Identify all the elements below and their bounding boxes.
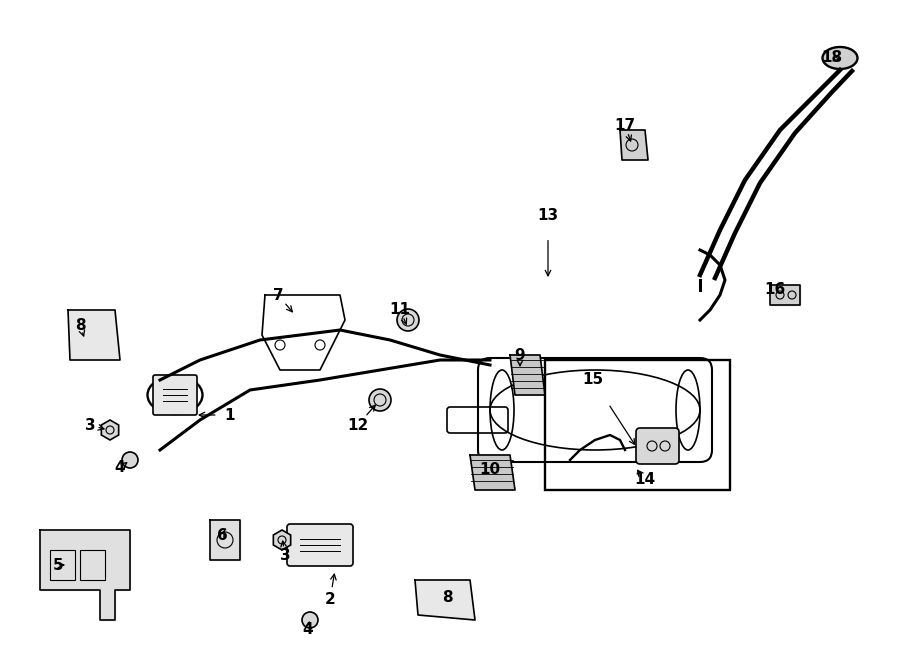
Text: 2: 2 bbox=[325, 592, 336, 607]
Bar bbox=[50, 550, 75, 580]
Text: 3: 3 bbox=[280, 547, 291, 563]
Bar bbox=[545, 360, 730, 490]
Text: 1: 1 bbox=[225, 407, 235, 422]
Text: 15: 15 bbox=[582, 373, 604, 387]
FancyBboxPatch shape bbox=[153, 375, 197, 415]
Text: 10: 10 bbox=[480, 463, 500, 477]
Text: 4: 4 bbox=[114, 461, 125, 475]
Text: 11: 11 bbox=[390, 303, 410, 317]
Text: 13: 13 bbox=[537, 208, 559, 223]
Polygon shape bbox=[68, 310, 120, 360]
Polygon shape bbox=[210, 520, 240, 560]
Polygon shape bbox=[620, 130, 648, 160]
Text: 5: 5 bbox=[53, 557, 63, 572]
Polygon shape bbox=[770, 285, 800, 305]
Text: 6: 6 bbox=[217, 527, 228, 543]
Polygon shape bbox=[470, 455, 515, 490]
Polygon shape bbox=[510, 355, 545, 395]
Text: 14: 14 bbox=[634, 473, 655, 488]
Text: 8: 8 bbox=[442, 590, 453, 605]
Text: 8: 8 bbox=[75, 317, 86, 332]
Ellipse shape bbox=[369, 389, 391, 411]
Polygon shape bbox=[415, 580, 475, 620]
Text: 16: 16 bbox=[764, 282, 786, 297]
Text: 17: 17 bbox=[615, 118, 635, 132]
Circle shape bbox=[122, 452, 138, 468]
FancyBboxPatch shape bbox=[287, 524, 353, 566]
Circle shape bbox=[302, 612, 318, 628]
Text: 3: 3 bbox=[85, 418, 95, 432]
Text: 18: 18 bbox=[822, 50, 842, 65]
Ellipse shape bbox=[823, 47, 858, 69]
Text: 12: 12 bbox=[347, 418, 369, 432]
Text: 4: 4 bbox=[302, 623, 313, 637]
Text: 7: 7 bbox=[273, 288, 284, 303]
FancyBboxPatch shape bbox=[636, 428, 679, 464]
Bar bbox=[80, 550, 105, 580]
Text: 9: 9 bbox=[515, 348, 526, 362]
Polygon shape bbox=[40, 530, 130, 620]
Ellipse shape bbox=[397, 309, 419, 331]
